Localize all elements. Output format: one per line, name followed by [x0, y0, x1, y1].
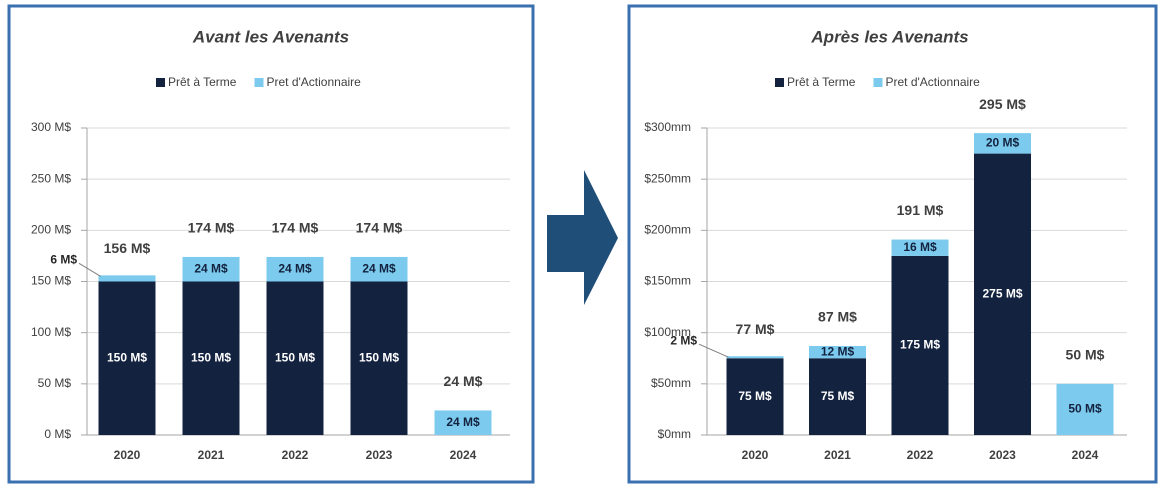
- data-label: 24 M$: [194, 261, 228, 275]
- bar: [974, 133, 1031, 154]
- total-label: 295 M$: [979, 96, 1026, 112]
- y-tick-label: $200mm: [644, 223, 691, 237]
- data-label: 150 M$: [275, 350, 315, 364]
- data-label: 12 M$: [821, 344, 855, 358]
- y-tick-label: $150mm: [644, 274, 691, 288]
- bar: [182, 281, 240, 435]
- bar: [350, 256, 408, 282]
- bar: [266, 256, 324, 282]
- bar: [350, 281, 408, 435]
- legend-label: Prêt à Terme: [168, 75, 237, 89]
- y-tick-label: $50mm: [651, 376, 691, 390]
- data-label: 6 M$: [50, 253, 77, 267]
- legend-swatch: [254, 78, 264, 87]
- bar: [434, 410, 492, 435]
- data-label: 75 M$: [821, 389, 855, 403]
- data-label: 20 M$: [986, 136, 1020, 150]
- x-tick-label: 2020: [742, 448, 769, 462]
- x-tick-label: 2023: [989, 448, 1016, 462]
- bar: [726, 358, 784, 435]
- total-label: 50 M$: [1066, 347, 1105, 363]
- data-label: 50 M$: [1068, 402, 1102, 416]
- y-tick-label: $0mm: [658, 427, 691, 441]
- bar: [182, 256, 240, 282]
- y-tick-label: $250mm: [644, 171, 691, 185]
- total-label: 174 M$: [356, 220, 403, 236]
- bar: [891, 239, 949, 256]
- bar: [809, 358, 866, 435]
- y-tick-label: 150 M$: [31, 274, 71, 288]
- legend-label: Pret d'Actionnaire: [266, 75, 361, 89]
- total-label: 77 M$: [736, 321, 775, 337]
- data-label: 24 M$: [362, 261, 396, 275]
- bar: [266, 281, 324, 435]
- total-label: 191 M$: [897, 202, 944, 218]
- chart-title: Avant les Avenants: [192, 27, 349, 46]
- bar: [809, 345, 866, 359]
- x-tick-label: 2020: [114, 448, 141, 462]
- data-label: 150 M$: [359, 350, 399, 364]
- x-tick-label: 2021: [198, 448, 225, 462]
- data-label: 16 M$: [903, 240, 937, 254]
- x-tick-label: 2024: [450, 448, 477, 462]
- y-tick-label: 200 M$: [31, 223, 71, 237]
- legend-swatch: [775, 78, 784, 87]
- data-label: 75 M$: [738, 389, 772, 403]
- y-tick-label: 250 M$: [31, 171, 71, 185]
- total-label: 24 M$: [444, 373, 483, 389]
- bar: [726, 356, 784, 359]
- legend-label: Prêt à Terme: [787, 75, 856, 89]
- total-label: 174 M$: [188, 220, 235, 236]
- x-tick-label: 2022: [907, 448, 934, 462]
- legend-label: Pret d'Actionnaire: [885, 75, 980, 89]
- x-tick-label: 2021: [824, 448, 851, 462]
- total-label: 156 M$: [104, 240, 151, 256]
- x-tick-label: 2024: [1072, 448, 1099, 462]
- legend-swatch: [156, 78, 165, 87]
- legend-swatch: [873, 78, 883, 87]
- data-label: 150 M$: [107, 350, 147, 364]
- bar: [98, 281, 156, 435]
- data-label: 175 M$: [900, 338, 940, 352]
- y-tick-label: 50 M$: [38, 376, 72, 390]
- y-tick-label: $100mm: [644, 325, 691, 339]
- data-label: 24 M$: [446, 415, 480, 429]
- y-tick-label: 100 M$: [31, 325, 71, 339]
- x-tick-label: 2023: [366, 448, 393, 462]
- data-label: 150 M$: [191, 350, 231, 364]
- data-label: 275 M$: [982, 286, 1022, 300]
- x-tick-label: 2022: [282, 448, 309, 462]
- total-label: 87 M$: [818, 309, 857, 325]
- leader-line: [78, 262, 101, 277]
- y-tick-label: 0 M$: [44, 427, 71, 441]
- y-tick-label: $300mm: [644, 120, 691, 134]
- leader-line: [698, 343, 729, 358]
- total-label: 174 M$: [272, 220, 319, 236]
- bar: [1056, 383, 1114, 435]
- chart-title: Après les Avenants: [810, 27, 968, 46]
- bar: [974, 153, 1031, 436]
- data-label: 2 M$: [670, 333, 697, 347]
- bar: [891, 255, 949, 435]
- y-tick-label: 300 M$: [31, 120, 71, 134]
- data-label: 24 M$: [278, 261, 312, 275]
- bar: [98, 275, 156, 282]
- arrow: [547, 170, 618, 305]
